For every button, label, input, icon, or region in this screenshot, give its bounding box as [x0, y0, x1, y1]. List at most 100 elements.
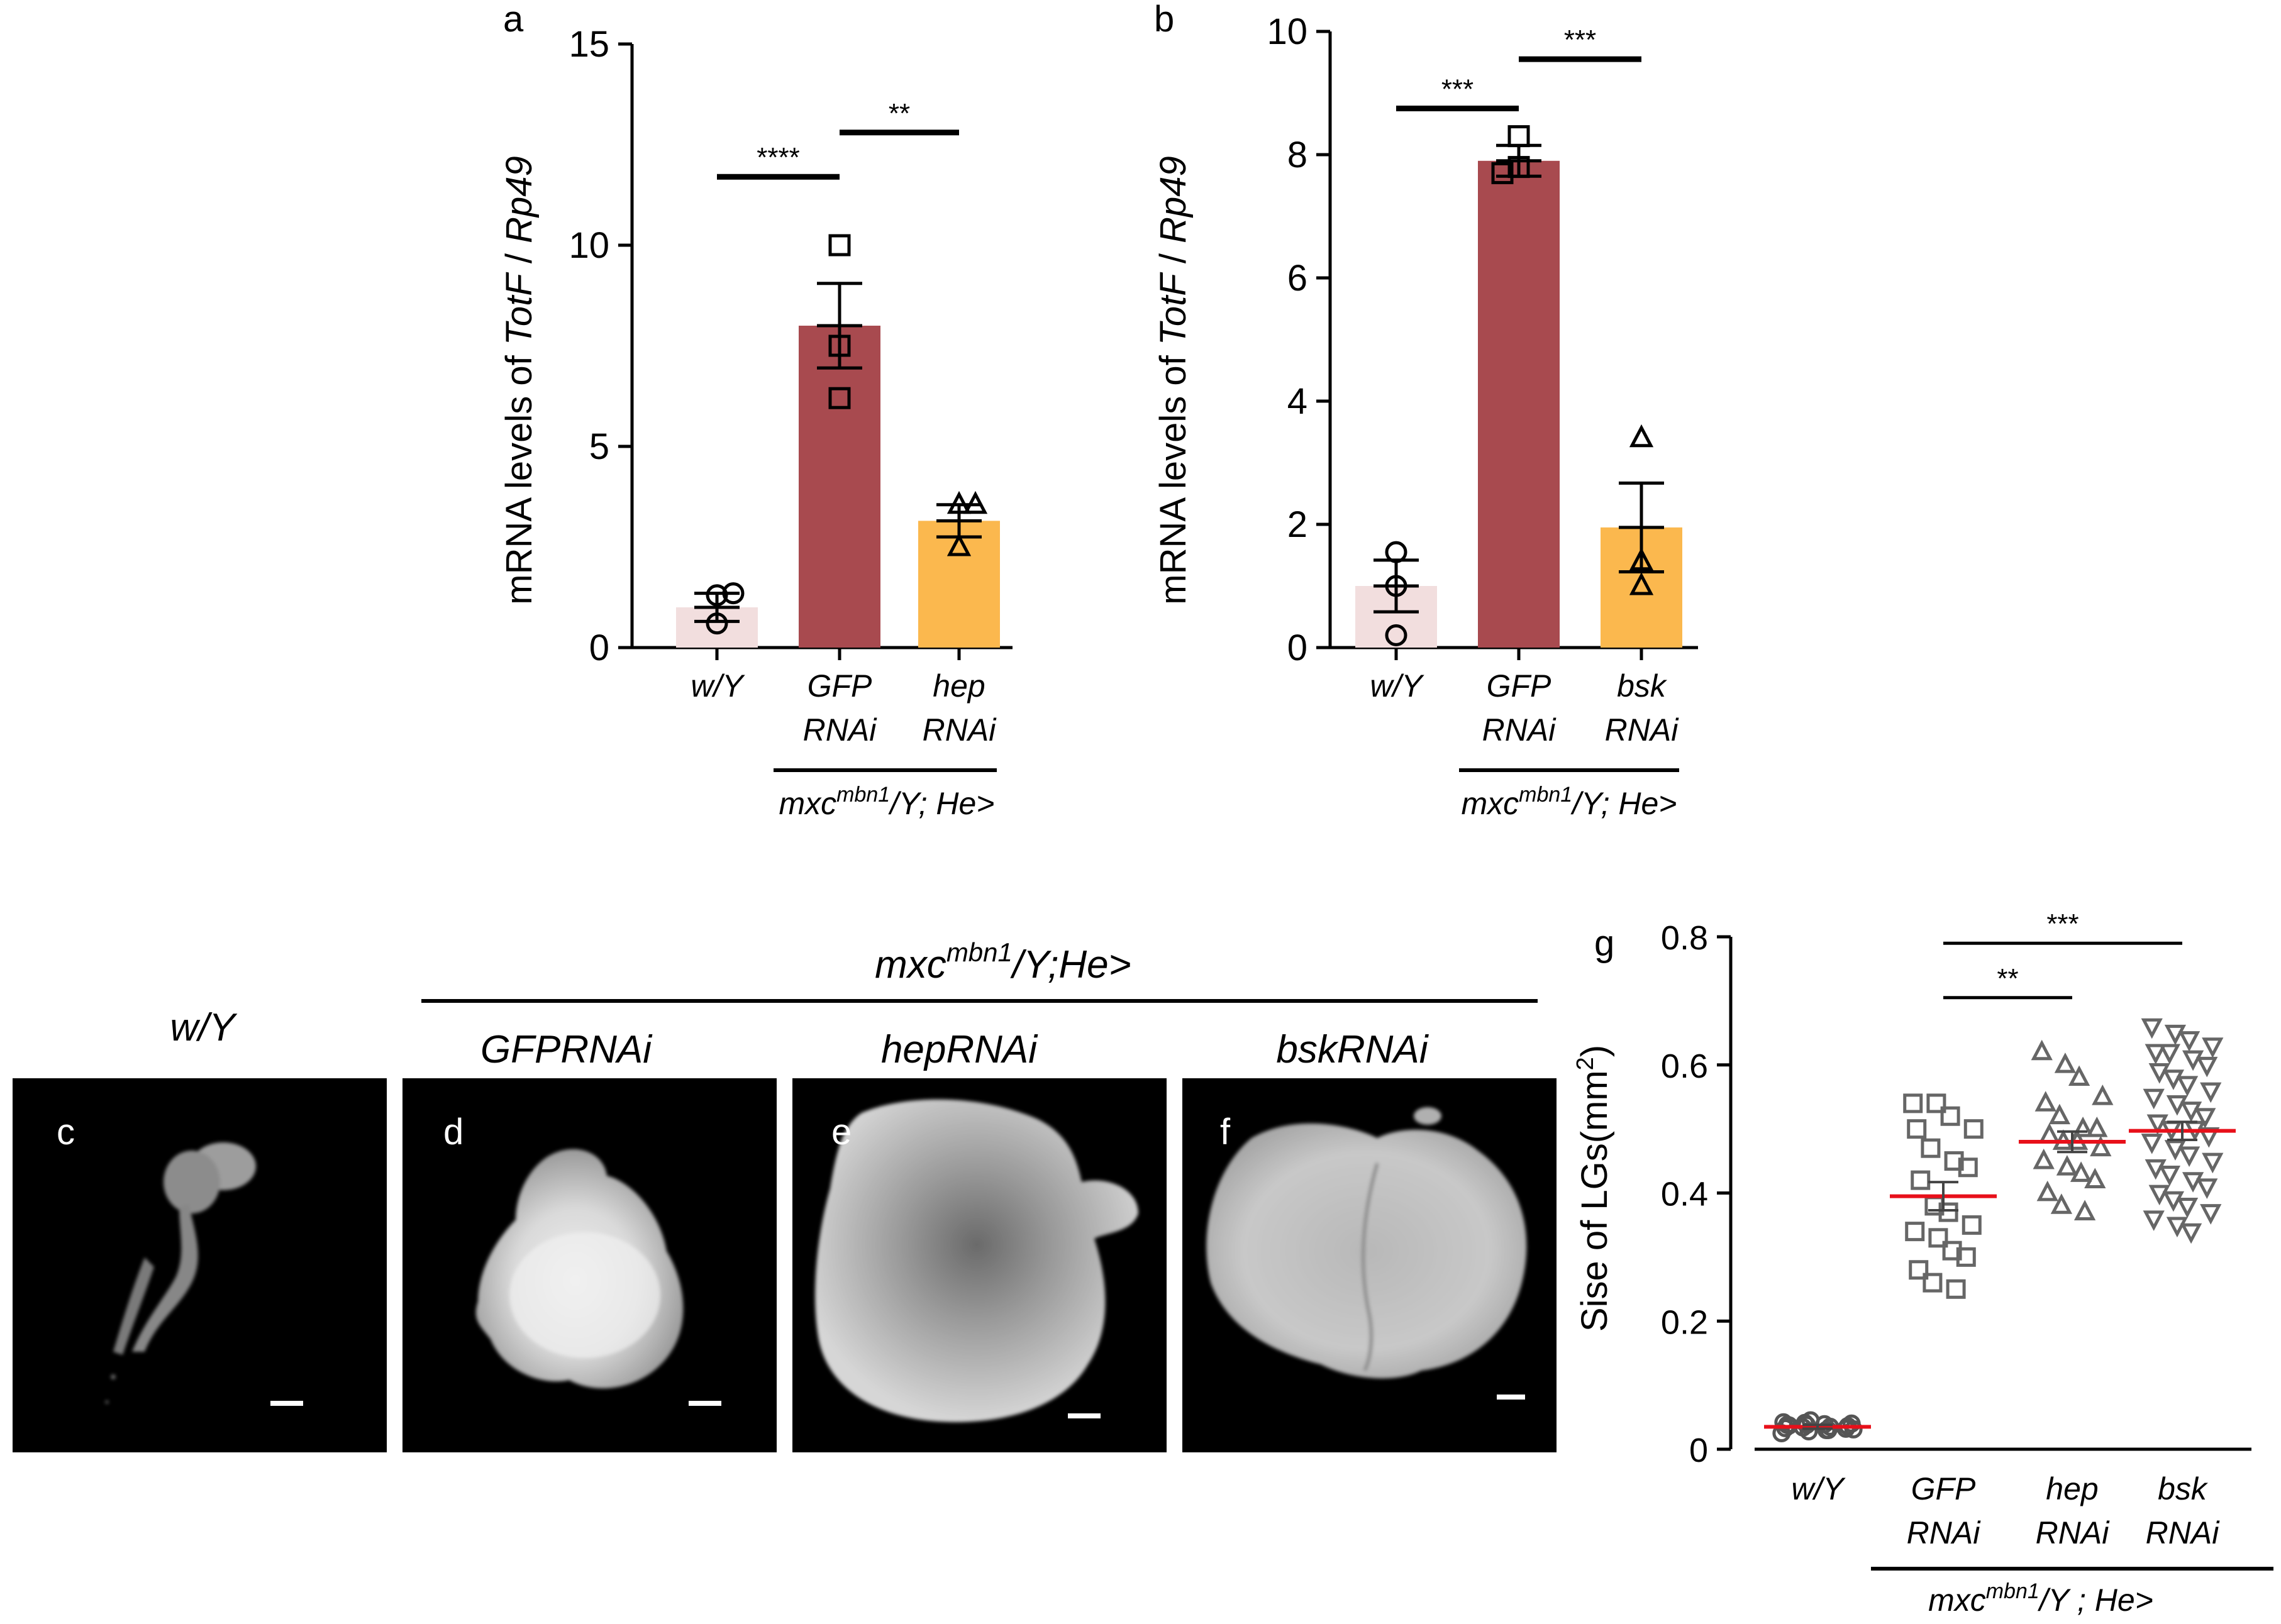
- panel-label-d: d: [443, 1112, 463, 1152]
- data-point: [1921, 1138, 1941, 1158]
- data-point: [2050, 1193, 2073, 1214]
- x-tick-label: hep: [2046, 1471, 2098, 1506]
- data-point: [1946, 1279, 1966, 1299]
- x-tick-label: GFP: [1911, 1471, 1976, 1506]
- data-point: [1958, 1157, 1978, 1178]
- panel-g-mean-lines: [1764, 1120, 2236, 1430]
- data-point: [2200, 1082, 2222, 1103]
- data-point: [2158, 1166, 2181, 1186]
- data-point: [2033, 1148, 2055, 1169]
- micrograph-d: d: [402, 1078, 777, 1452]
- image-title-e: hepRNAi: [881, 1028, 1038, 1071]
- data-point: [2178, 1031, 2201, 1052]
- data-point: [2038, 1123, 2060, 1144]
- data-point: [2180, 1102, 2202, 1122]
- panel-b-group-label: mxcmbn1/Y; He>: [1461, 783, 1677, 821]
- x-tick-label: w/Y: [1791, 1471, 1846, 1506]
- y-tick-label: 0: [1689, 1432, 1708, 1469]
- data-point: [1944, 1151, 1964, 1171]
- micrograph-e: e: [792, 1078, 1167, 1452]
- bar: [799, 326, 880, 648]
- data-point: [2054, 1052, 2077, 1073]
- data-point: [2158, 1044, 2181, 1065]
- data-point: [2146, 1114, 2168, 1135]
- significance-label: ***: [1441, 74, 1473, 105]
- data-point: [1909, 1260, 1929, 1280]
- data-point: [1903, 1093, 1923, 1113]
- panel-label-b: b: [1154, 0, 1174, 40]
- data-point: [2090, 1135, 2112, 1157]
- panel-b-error-bars: [1374, 143, 1664, 614]
- panel-a-x-labels: w/Y GFP RNAi hep RNAi: [691, 648, 997, 748]
- panel-g-group-label: mxcmbn1/Y ; He>: [1928, 1579, 2153, 1618]
- x-tick-label: RNAi: [803, 712, 878, 748]
- significance-label: ***: [2046, 909, 2078, 939]
- panel-g-ylabel: Sise of LGs(mm2): [1572, 1045, 1615, 1332]
- x-tick-label: RNAi: [1907, 1515, 1982, 1550]
- panel-a-bars: [676, 326, 1000, 648]
- data-point: [2148, 1185, 2170, 1206]
- data-point: [2086, 1116, 2108, 1137]
- data-point: [2180, 1223, 2202, 1244]
- data-point: [2070, 1161, 2092, 1182]
- data-point: [1905, 1222, 1925, 1242]
- panel-a-significance: ******: [717, 98, 959, 180]
- data-point: [2196, 1056, 2218, 1078]
- image-title-f: bskRNAi: [1276, 1028, 1429, 1071]
- image-title-c: w/Y: [170, 1006, 238, 1049]
- significance-label: **: [1997, 963, 2018, 994]
- data-point: [1795, 1413, 1814, 1432]
- data-point: [2073, 1200, 2096, 1220]
- data-point: [828, 234, 851, 257]
- panel-a-ylabel: mRNA levels of TotF / Rp49: [499, 156, 540, 604]
- micrograph-panels: mxcmbn1/Y;He> w/Y GFPRNAi hepRNAi bskRNA…: [13, 937, 1557, 1452]
- y-tick-label: 15: [569, 24, 609, 65]
- y-tick-label: 10: [1267, 11, 1307, 52]
- panel-label-f: f: [1220, 1112, 1231, 1152]
- panel-b-x-labels: w/Y GFP RNAi bsk RNAi: [1370, 648, 1679, 748]
- y-tick-label: 0.8: [1661, 919, 1708, 957]
- data-point: [2196, 1178, 2218, 1199]
- significance-label: ****: [757, 142, 800, 173]
- x-tick-label: RNAi: [2146, 1515, 2221, 1550]
- data-point: [2141, 1018, 2163, 1039]
- panel-g-significance: *****: [1943, 909, 2182, 1000]
- data-point: [1629, 424, 1654, 448]
- y-tick-label: 0: [1287, 627, 1307, 668]
- data-point: [2056, 1155, 2078, 1176]
- data-point: [1963, 1119, 1984, 1139]
- data-point: [2162, 1191, 2185, 1212]
- data-point: [1928, 1228, 1948, 1248]
- y-tick-label: 0.4: [1661, 1176, 1708, 1213]
- data-point: [2166, 1095, 2189, 1116]
- y-tick-label: 2: [1287, 504, 1307, 545]
- x-tick-label: bsk: [2158, 1471, 2209, 1506]
- panel-b-significance: *** ***: [1396, 25, 1641, 111]
- data-point: [2166, 1217, 2189, 1238]
- x-tick-label: bsk: [1617, 668, 1668, 704]
- panel-label-c: c: [57, 1112, 75, 1152]
- y-tick-label: 4: [1287, 381, 1307, 422]
- panel-a-error-bars: [694, 282, 982, 623]
- data-point: [1907, 1119, 1927, 1139]
- x-tick-label: GFP: [808, 668, 872, 704]
- data-point: [946, 533, 972, 556]
- data-point: [2092, 1085, 2114, 1105]
- bar: [918, 521, 1000, 648]
- panel-b: b mRNA levels of TotF / Rp49 0 2 4 6 8 10 ***…: [1153, 0, 1698, 821]
- data-point: [2178, 1146, 2201, 1168]
- data-point: [1926, 1093, 1946, 1113]
- panel-label-g: g: [1594, 923, 1614, 964]
- y-tick-label: 10: [569, 225, 609, 266]
- data-point: [2202, 1037, 2224, 1058]
- significance-label: ***: [1564, 25, 1596, 55]
- panel-label-e: e: [831, 1112, 852, 1152]
- y-tick-label: 0.2: [1661, 1303, 1708, 1341]
- x-tick-label: RNAi: [1482, 712, 1557, 748]
- data-point: [2182, 1172, 2204, 1193]
- x-tick-label: hep: [933, 668, 985, 704]
- x-tick-label: GFP: [1487, 668, 1551, 704]
- x-tick-label: RNAi: [923, 712, 997, 748]
